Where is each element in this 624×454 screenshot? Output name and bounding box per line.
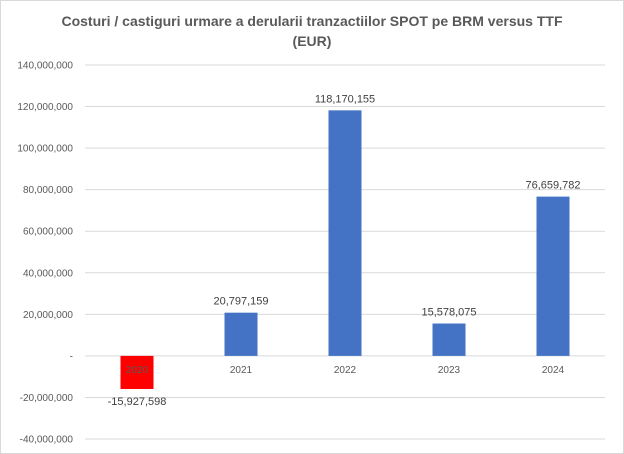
y-tick-label: 100,000,000 bbox=[17, 144, 73, 155]
bar bbox=[120, 355, 154, 389]
y-tick-label: 40,000,000 bbox=[23, 268, 73, 279]
data-label: 15,578,075 bbox=[421, 307, 476, 319]
y-tick-label: -20,000,000 bbox=[20, 393, 74, 404]
y-tick-label: 120,000,000 bbox=[17, 102, 73, 113]
data-label: -15,927,598 bbox=[108, 396, 167, 408]
category-label: 2020 bbox=[126, 365, 149, 376]
chart-title-line-1: Costuri / castiguri urmare a derularii t… bbox=[61, 13, 563, 29]
category-label: 2024 bbox=[542, 365, 565, 376]
data-label: 118,170,155 bbox=[315, 93, 375, 105]
data-label: 76,659,782 bbox=[525, 180, 580, 192]
category-label: 2023 bbox=[438, 365, 461, 376]
category-label: 2022 bbox=[334, 365, 357, 376]
y-tick-label: 60,000,000 bbox=[23, 227, 73, 238]
bar bbox=[432, 323, 466, 356]
y-tick-label: 140,000,000 bbox=[17, 61, 73, 72]
chart-title: Costuri / castiguri urmare a derularii t… bbox=[1, 11, 623, 51]
y-tick-label: - bbox=[70, 351, 73, 362]
y-tick-label: 80,000,000 bbox=[23, 185, 73, 196]
bar bbox=[328, 110, 362, 356]
y-tick-label: 20,000,000 bbox=[23, 310, 73, 321]
bar bbox=[536, 196, 570, 356]
chart-title-line-2: (EUR) bbox=[292, 33, 332, 49]
category-label: 2021 bbox=[230, 365, 253, 376]
y-tick-label: -40,000,000 bbox=[20, 435, 74, 446]
bar bbox=[224, 312, 258, 356]
data-label: 20,797,159 bbox=[213, 296, 268, 308]
